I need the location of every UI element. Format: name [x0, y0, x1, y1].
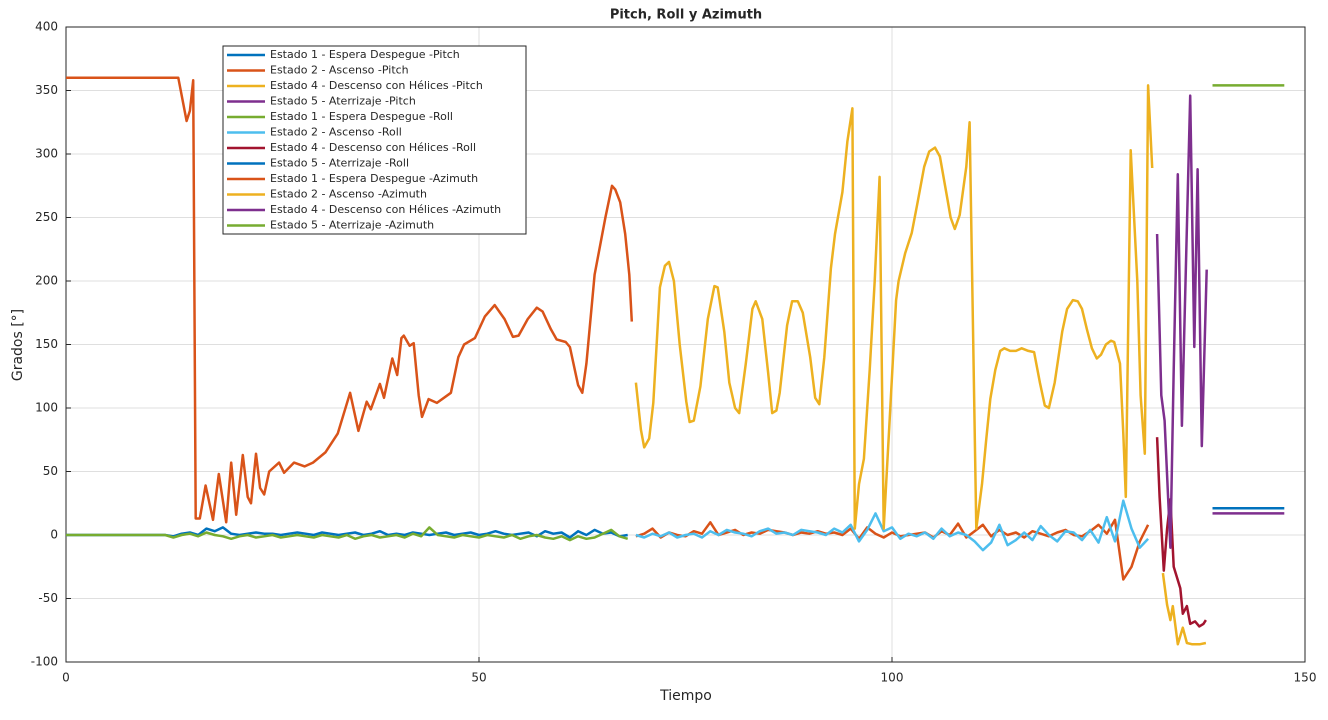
chart-title: Pitch, Roll y Azimuth — [610, 8, 762, 23]
legend: Estado 1 - Espera Despegue -Pitch Estado … — [222, 45, 527, 235]
series-line — [66, 526, 629, 542]
x-tick-label: 0 — [62, 671, 70, 685]
series-line — [634, 84, 1154, 530]
x-axis-label: Tiempo — [659, 688, 712, 704]
legend-label: Estado 2 - Ascenso -Roll — [270, 126, 402, 139]
legend-label: Estado 4 - Descenso con Hélices -Roll — [270, 141, 476, 154]
plot-frame — [65, 26, 1306, 663]
y-tick-label: 350 — [35, 83, 58, 97]
y-tick-label: 100 — [35, 401, 58, 415]
y-tick-label: 300 — [35, 147, 58, 161]
x-tick-label: 50 — [471, 671, 486, 685]
series-line — [1155, 94, 1208, 549]
legend-label: Estado 2 - Ascenso -Pitch — [270, 64, 409, 77]
legend-label: Estado 1 - Espera Despegue -Pitch — [270, 48, 460, 61]
y-axis-label: Grados [°] — [10, 309, 26, 381]
legend-label: Estado 5 - Aterrizaje -Azimuth — [270, 219, 434, 232]
y-tick-label: -50 — [38, 591, 58, 605]
x-tick-label: 150 — [1294, 671, 1317, 685]
x-tick-label: 100 — [881, 671, 904, 685]
y-tick-label: -100 — [31, 655, 58, 669]
y-tick-label: 150 — [35, 337, 58, 351]
legend-label: Estado 5 - Aterrizaje -Pitch — [270, 95, 416, 108]
y-tick-label: 50 — [43, 464, 58, 478]
legend-label: Estado 4 - Descenso con Hélices -Pitch — [270, 79, 483, 92]
legend-label: Estado 2 - Ascenso -Azimuth — [270, 188, 427, 201]
y-tick-label: 400 — [35, 20, 58, 34]
series-line — [1161, 572, 1207, 646]
y-tick-label: 0 — [50, 528, 58, 542]
legend-label: Estado 1 - Espera Despegue -Roll — [270, 110, 453, 123]
series-line — [66, 76, 634, 524]
legend-label: Estado 5 - Aterrizaje -Roll — [270, 157, 409, 170]
series-line — [1155, 437, 1207, 628]
series-line — [635, 499, 1150, 552]
legend-label: Estado 4 - Descenso con Hélices -Azimuth — [270, 203, 501, 216]
legend-label: Estado 1 - Espera Despegue -Azimuth — [270, 172, 478, 185]
legend-box — [222, 45, 527, 235]
y-tick-label: 200 — [35, 274, 58, 288]
y-tick-label: 250 — [35, 210, 58, 224]
